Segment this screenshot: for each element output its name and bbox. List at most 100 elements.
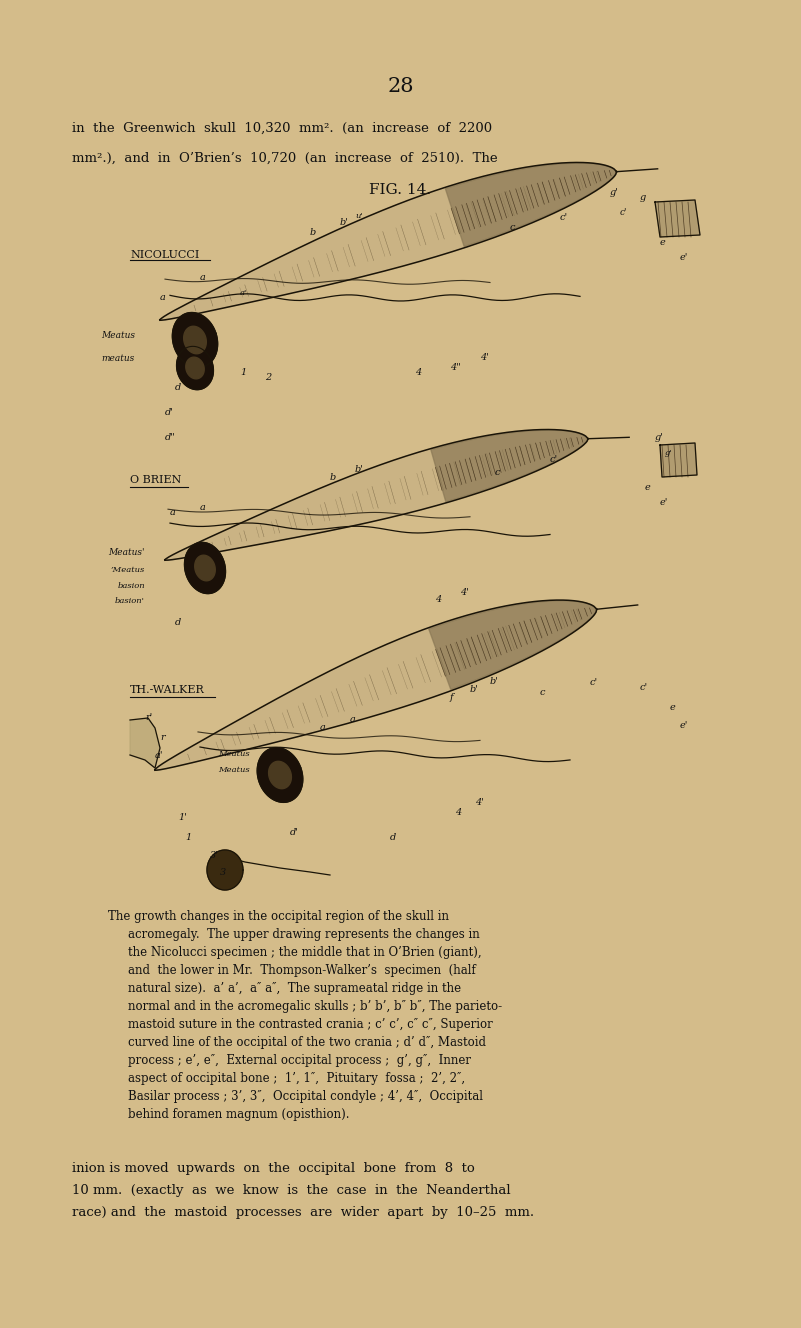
Polygon shape	[257, 748, 303, 802]
Text: acromegaly.  The upper drawing represents the changes in: acromegaly. The upper drawing represents…	[128, 928, 480, 942]
Text: mm².),  and  in  O’Brien’s  10,720  (an  increase  of  2510).  The: mm².), and in O’Brien’s 10,720 (an incre…	[72, 151, 497, 165]
Text: TH.-WALKER: TH.-WALKER	[130, 685, 205, 695]
Text: f: f	[450, 693, 453, 703]
Text: c: c	[540, 688, 545, 697]
Text: O BRIEN: O BRIEN	[130, 475, 181, 485]
Polygon shape	[445, 163, 617, 247]
Text: Meatus: Meatus	[219, 766, 250, 774]
Text: g: g	[640, 193, 646, 202]
Text: 4: 4	[455, 807, 461, 817]
Text: and  the lower in Mr.  Thompson-Walker’s  specimen  (half: and the lower in Mr. Thompson-Walker’s s…	[128, 964, 476, 977]
Polygon shape	[431, 430, 588, 502]
Text: c': c'	[640, 683, 648, 692]
Text: Meatus': Meatus'	[108, 548, 145, 556]
Text: 4': 4'	[475, 798, 484, 807]
Text: c': c'	[560, 212, 568, 222]
Polygon shape	[268, 761, 292, 789]
Text: 4": 4"	[450, 363, 461, 372]
Text: c: c	[495, 467, 501, 477]
Text: e': e'	[660, 498, 668, 507]
Text: a: a	[170, 509, 176, 517]
Text: c: c	[510, 223, 516, 232]
Text: 10 mm.  (exactly  as  we  know  is  the  case  in  the  Neanderthal: 10 mm. (exactly as we know is the case i…	[72, 1185, 511, 1197]
Text: g': g'	[655, 433, 664, 442]
Polygon shape	[176, 347, 213, 389]
Text: mastoid suture in the contrasted crania ; c’ c’, c″ c″, Superior: mastoid suture in the contrasted crania …	[128, 1019, 493, 1031]
Text: a: a	[200, 503, 206, 513]
Text: 28: 28	[387, 77, 414, 96]
Text: a: a	[350, 714, 356, 724]
Text: FIG. 14.: FIG. 14.	[369, 183, 432, 198]
Text: r: r	[160, 733, 165, 742]
Text: d: d	[390, 833, 396, 842]
Text: 4': 4'	[460, 588, 469, 598]
Text: a: a	[320, 722, 326, 732]
Polygon shape	[195, 555, 215, 580]
Polygon shape	[130, 718, 160, 768]
Polygon shape	[207, 850, 243, 890]
Text: c': c'	[590, 679, 598, 687]
Polygon shape	[160, 162, 617, 320]
Text: The growth changes in the occipital region of the skull in: The growth changes in the occipital regi…	[108, 910, 449, 923]
Text: b: b	[330, 473, 336, 482]
Text: a': a'	[240, 290, 248, 297]
Text: d: d	[175, 382, 181, 392]
Text: 2: 2	[265, 373, 272, 382]
Text: e: e	[645, 483, 650, 491]
Text: inion is moved  upwards  on  the  occipital  bone  from  8  to: inion is moved upwards on the occipital …	[72, 1162, 475, 1175]
Text: normal and in the acromegalic skulls ; b’ b’, b″ b″, The parieto-: normal and in the acromegalic skulls ; b…	[128, 1000, 502, 1013]
Text: b': b'	[490, 677, 499, 687]
Text: 1: 1	[240, 368, 246, 377]
Text: g': g'	[610, 189, 619, 197]
Text: basion: basion	[118, 582, 145, 590]
Polygon shape	[183, 327, 207, 353]
Text: d': d'	[290, 827, 299, 837]
Text: e': e'	[680, 721, 688, 730]
Polygon shape	[155, 600, 597, 770]
Text: 3: 3	[220, 869, 226, 876]
Text: g': g'	[665, 449, 673, 457]
Text: natural size).  a’ a’,  a″ a″,  The suprameatal ridge in the: natural size). a’ a’, a″ a″, The suprame…	[128, 981, 461, 995]
Text: behind foramen magnum (opisthion).: behind foramen magnum (opisthion).	[128, 1108, 350, 1121]
Text: 4': 4'	[480, 353, 489, 363]
Polygon shape	[655, 201, 700, 236]
Text: d": d"	[165, 433, 175, 442]
Polygon shape	[429, 600, 597, 689]
Text: 4: 4	[415, 368, 421, 377]
Text: 1': 1'	[178, 813, 187, 822]
Text: e: e	[670, 703, 676, 712]
Text: Meatus: Meatus	[219, 750, 250, 758]
Polygon shape	[184, 542, 226, 594]
Polygon shape	[660, 444, 697, 477]
Text: u': u'	[355, 212, 363, 220]
Text: a': a'	[155, 752, 163, 760]
Text: meatus: meatus	[102, 353, 135, 363]
Text: 4: 4	[435, 595, 441, 604]
Text: r': r'	[145, 713, 152, 722]
Text: basion': basion'	[115, 598, 145, 606]
Text: aspect of occipital bone ;  1’, 1″,  Pituitary  fossa ;  2’, 2″,: aspect of occipital bone ; 1’, 1″, Pitui…	[128, 1072, 465, 1085]
Text: c': c'	[620, 208, 627, 216]
Text: e: e	[660, 238, 666, 247]
Text: d: d	[175, 618, 181, 627]
Text: Basilar process ; 3’, 3″,  Occipital condyle ; 4’, 4″,  Occipital: Basilar process ; 3’, 3″, Occipital cond…	[128, 1090, 483, 1104]
Text: ’Meatus: ’Meatus	[111, 566, 145, 574]
Text: b: b	[310, 228, 316, 236]
Text: race) and  the  mastoid  processes  are  wider  apart  by  10–25  mm.: race) and the mastoid processes are wide…	[72, 1206, 534, 1219]
Text: a: a	[200, 274, 206, 282]
Text: c': c'	[550, 456, 558, 463]
Polygon shape	[165, 429, 588, 560]
Text: 3': 3'	[210, 851, 219, 861]
Text: curved line of the occipital of the two crania ; d’ d″, Mastoid: curved line of the occipital of the two …	[128, 1036, 486, 1049]
Polygon shape	[172, 312, 218, 368]
Text: d': d'	[165, 408, 174, 417]
Text: b': b'	[340, 218, 349, 227]
Text: process ; e’, e″,  External occipital process ;  g’, g″,  Inner: process ; e’, e″, External occipital pro…	[128, 1054, 471, 1066]
Text: b': b'	[355, 465, 364, 474]
Text: e': e'	[680, 254, 688, 262]
Text: a: a	[160, 293, 166, 301]
Text: NICOLUCCI: NICOLUCCI	[130, 250, 199, 260]
Text: 1: 1	[185, 833, 191, 842]
Polygon shape	[186, 357, 204, 378]
Text: the Nicolucci specimen ; the middle that in O’Brien (giant),: the Nicolucci specimen ; the middle that…	[128, 946, 481, 959]
